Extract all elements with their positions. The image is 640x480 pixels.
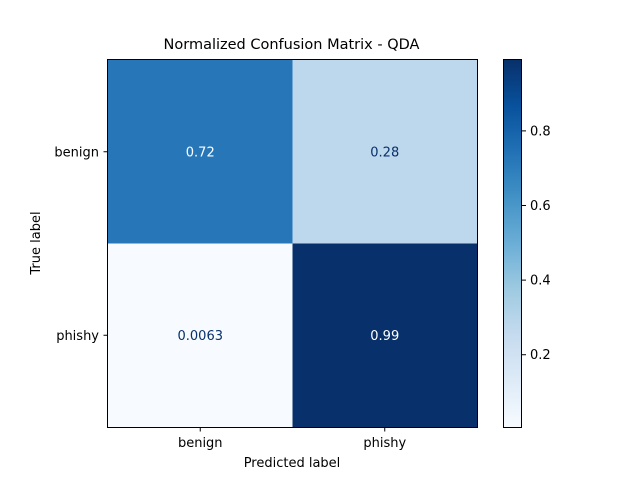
plot-frame (107, 59, 478, 428)
x-axis-label: Predicted label (244, 456, 341, 471)
cell-value-label: 0.28 (370, 145, 399, 160)
x-tick-label: phishy (363, 436, 406, 451)
x-axis-ticks: benign phishy (178, 427, 406, 451)
y-axis-label: True label (29, 211, 44, 275)
x-tick-label: benign (178, 436, 223, 451)
heatmap-cells: 0.72 0.28 0.0063 0.99 (108, 60, 477, 427)
colorbar-ticks: 0.2 0.4 0.6 0.8 (522, 124, 551, 363)
chart-title: Normalized Confusion Matrix - QDA (164, 37, 420, 53)
cell-value-label: 0.72 (186, 145, 215, 160)
y-axis-ticks: benign phishy (54, 145, 108, 344)
heatmap-cell-phishy-phishy (292, 243, 477, 427)
heatmap-cell-phishy-benign (108, 243, 293, 427)
cell-value-label: 0.0063 (178, 329, 224, 344)
colorbar (503, 59, 522, 428)
heatmap-cell-benign-phishy (292, 60, 477, 244)
colorbar-tick-label: 0.2 (530, 348, 551, 363)
heatmap-cell-benign-benign (108, 60, 293, 244)
cell-value-label: 0.99 (370, 329, 399, 344)
colorbar-tick-label: 0.8 (530, 124, 551, 139)
colorbar-tick-label: 0.6 (530, 199, 551, 214)
y-tick-label: phishy (56, 329, 99, 344)
y-tick-label: benign (54, 145, 99, 160)
colorbar-tick-label: 0.4 (530, 274, 551, 289)
